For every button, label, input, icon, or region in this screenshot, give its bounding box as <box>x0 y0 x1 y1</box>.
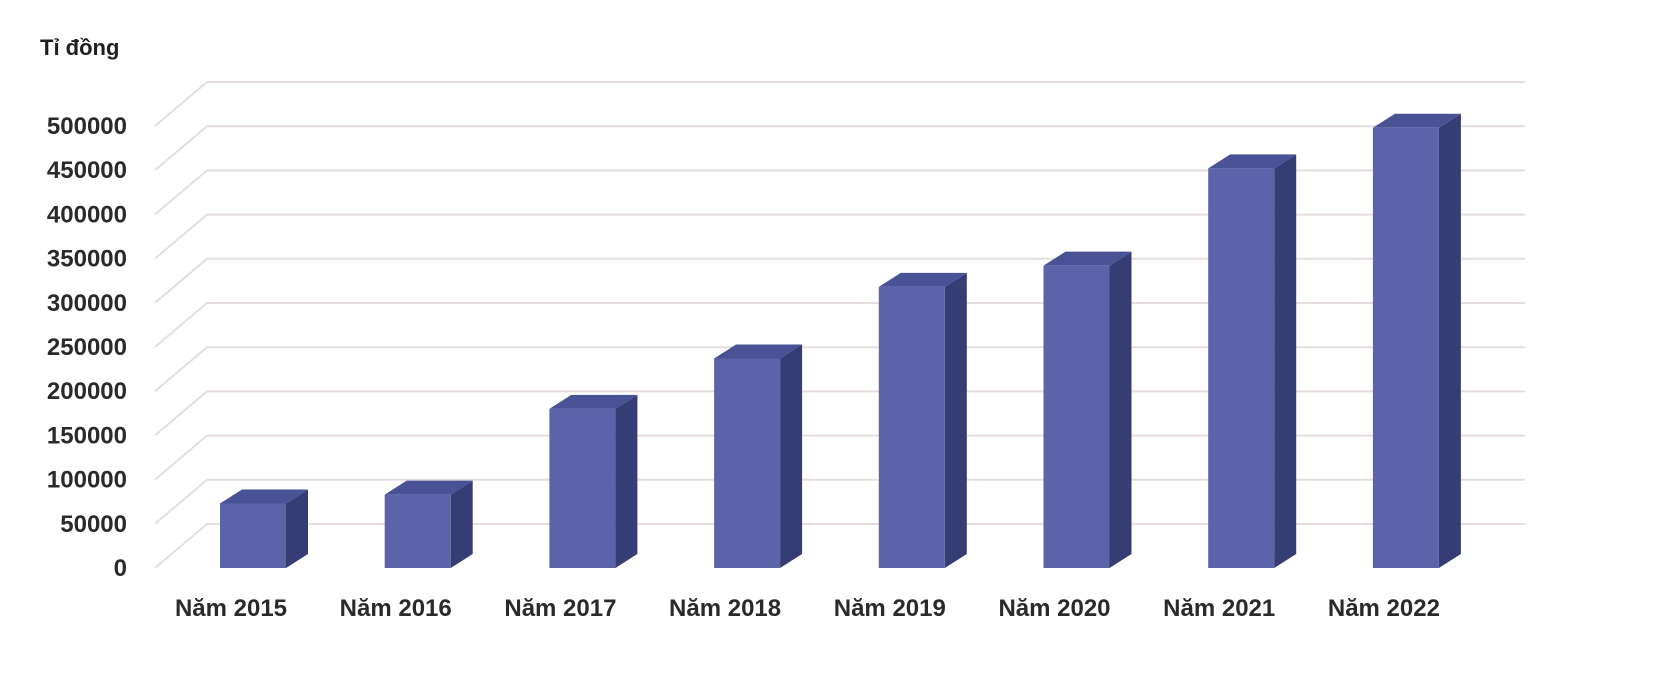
bar-top-face <box>1372 113 1461 128</box>
gridline <box>154 346 1525 392</box>
bar-side-face <box>286 489 308 568</box>
bar-top-face <box>1208 154 1297 169</box>
gridline <box>154 257 1525 304</box>
bar-top-face <box>714 344 803 359</box>
y-tick-label: 0 <box>114 555 127 582</box>
bar-side-face <box>450 480 473 568</box>
y-tick-label: 350000 <box>47 246 127 273</box>
gridline <box>154 169 1525 216</box>
bar <box>1372 113 1461 568</box>
y-tick-label: 150000 <box>47 422 127 449</box>
gridline <box>154 434 1525 481</box>
y-tick-label: 200000 <box>47 378 127 405</box>
bar-top-face <box>384 480 473 495</box>
y-axis-label: Tỉ đồng <box>40 35 119 60</box>
y-tick-label: 400000 <box>47 201 127 228</box>
bar-front-face <box>549 408 616 568</box>
x-category-label: Năm 2015 <box>175 595 287 622</box>
x-axis-categories: Năm 2015 Năm 2016 Năm 2017 Năm 2018 Năm 2019… <box>175 595 1440 622</box>
x-category-label: Năm 2016 <box>340 595 452 622</box>
bar-front-face <box>714 358 781 568</box>
bar <box>714 344 803 568</box>
bar-top-face <box>549 394 638 409</box>
x-category-label: Năm 2019 <box>834 595 946 622</box>
bar-top-face <box>220 489 308 504</box>
bar <box>1208 154 1297 568</box>
y-axis-ticks: 0 50000 100000 150000 200000 250000 300000 3500… <box>47 113 127 582</box>
bar <box>384 480 473 568</box>
y-tick-label: 100000 <box>47 467 127 494</box>
gridline <box>154 125 1525 171</box>
bar-front-face <box>384 494 451 568</box>
bar-side-face <box>944 272 967 568</box>
bars <box>220 113 1461 568</box>
bar <box>220 489 308 568</box>
gridlines <box>154 81 1525 569</box>
gridline <box>154 302 1525 348</box>
y-tick-label: 450000 <box>47 157 127 184</box>
gridline <box>154 523 1525 569</box>
bar-top-face <box>1043 251 1132 266</box>
x-category-label: Năm 2020 <box>998 595 1110 622</box>
x-category-label: Năm 2021 <box>1163 595 1275 622</box>
bar-side-face <box>780 344 803 568</box>
bar <box>1043 251 1132 568</box>
bar <box>878 272 967 568</box>
bar <box>549 394 638 568</box>
bar-front-face <box>1043 265 1110 568</box>
gridline <box>154 81 1525 127</box>
y-tick-label: 250000 <box>47 334 127 361</box>
gridline <box>154 478 1525 525</box>
bar-front-face <box>220 503 286 568</box>
y-tick-label: 500000 <box>47 113 127 140</box>
x-category-label: Năm 2018 <box>669 595 781 622</box>
bar-top-face <box>878 272 967 287</box>
bar-front-face <box>878 286 945 568</box>
gridline <box>154 390 1525 437</box>
x-category-label: Năm 2022 <box>1328 595 1440 622</box>
gridline <box>154 213 1525 260</box>
bar-side-face <box>1438 113 1461 568</box>
bar-front-face <box>1372 127 1439 568</box>
y-tick-label: 300000 <box>47 290 127 317</box>
bar-front-face <box>1208 168 1275 568</box>
x-category-label: Năm 2017 <box>504 595 616 622</box>
y-tick-label: 50000 <box>60 511 127 538</box>
bar-side-face <box>615 394 638 568</box>
bar-side-face <box>1109 251 1132 568</box>
bar-side-face <box>1274 154 1297 568</box>
